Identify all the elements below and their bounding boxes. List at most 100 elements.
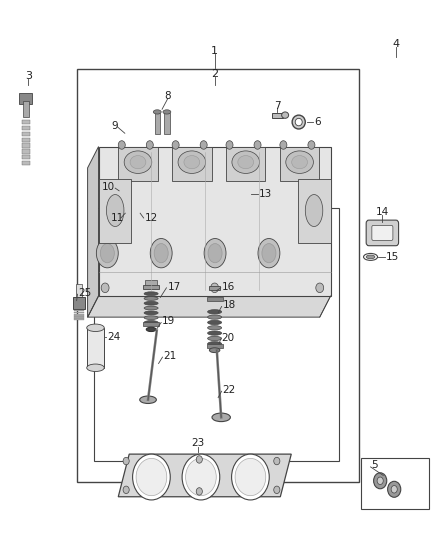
- Circle shape: [377, 477, 383, 484]
- Text: 5: 5: [371, 461, 378, 470]
- Text: 18: 18: [223, 301, 236, 310]
- FancyBboxPatch shape: [372, 225, 393, 240]
- Text: 24: 24: [107, 332, 120, 342]
- Circle shape: [133, 454, 170, 500]
- Ellipse shape: [282, 112, 289, 118]
- Circle shape: [146, 141, 153, 149]
- Ellipse shape: [238, 156, 254, 169]
- Bar: [74, 312, 84, 313]
- Ellipse shape: [96, 239, 118, 268]
- Circle shape: [200, 141, 207, 149]
- Bar: [94, 208, 339, 461]
- Ellipse shape: [292, 115, 305, 129]
- Circle shape: [186, 458, 216, 496]
- Circle shape: [101, 283, 109, 293]
- Text: 16: 16: [222, 282, 235, 292]
- Circle shape: [391, 486, 397, 493]
- Bar: [207, 344, 223, 348]
- Ellipse shape: [262, 244, 276, 263]
- Text: 17: 17: [167, 282, 180, 292]
- Text: 4: 4: [393, 39, 400, 49]
- Ellipse shape: [87, 324, 104, 332]
- Bar: [155, 113, 160, 134]
- Bar: [118, 147, 158, 181]
- Text: 23: 23: [191, 439, 205, 448]
- Bar: [164, 113, 170, 134]
- Text: 21: 21: [163, 351, 177, 361]
- Circle shape: [123, 457, 129, 465]
- FancyBboxPatch shape: [366, 220, 399, 246]
- Bar: [209, 286, 220, 290]
- Text: 12: 12: [145, 213, 158, 223]
- Ellipse shape: [119, 190, 132, 196]
- Circle shape: [274, 486, 280, 494]
- Circle shape: [316, 283, 324, 293]
- Circle shape: [196, 456, 202, 463]
- Ellipse shape: [208, 342, 222, 346]
- Bar: [145, 280, 157, 285]
- Bar: [226, 147, 265, 181]
- Text: 20: 20: [222, 333, 235, 343]
- Bar: [22, 126, 30, 130]
- Ellipse shape: [146, 327, 156, 332]
- Bar: [22, 138, 30, 142]
- Ellipse shape: [305, 195, 323, 227]
- Circle shape: [235, 458, 266, 496]
- Circle shape: [226, 141, 233, 149]
- Circle shape: [274, 457, 280, 465]
- Ellipse shape: [295, 118, 302, 126]
- Ellipse shape: [178, 151, 206, 173]
- Text: 19: 19: [162, 317, 175, 326]
- Polygon shape: [118, 454, 291, 497]
- Text: 2: 2: [211, 69, 218, 79]
- Ellipse shape: [144, 316, 158, 319]
- Circle shape: [232, 454, 269, 500]
- Bar: [23, 101, 29, 117]
- Text: 25: 25: [78, 288, 92, 297]
- Bar: [74, 310, 84, 311]
- Bar: [22, 155, 30, 159]
- Bar: [22, 132, 30, 136]
- Text: 7: 7: [274, 101, 281, 110]
- Bar: [125, 198, 130, 214]
- Ellipse shape: [204, 239, 226, 268]
- Text: 10: 10: [102, 182, 115, 192]
- Ellipse shape: [154, 244, 168, 263]
- Ellipse shape: [209, 348, 220, 353]
- Bar: [135, 198, 140, 214]
- Circle shape: [211, 283, 219, 293]
- Text: 3: 3: [25, 71, 32, 80]
- Text: 8: 8: [164, 91, 171, 101]
- Ellipse shape: [144, 302, 158, 305]
- Bar: [19, 93, 32, 104]
- Circle shape: [123, 486, 129, 494]
- Ellipse shape: [130, 156, 146, 169]
- Bar: [22, 161, 30, 165]
- Text: 6: 6: [314, 117, 321, 127]
- Bar: [76, 284, 82, 298]
- Ellipse shape: [87, 364, 104, 372]
- Bar: [143, 322, 159, 326]
- Bar: [280, 147, 319, 181]
- Ellipse shape: [208, 244, 222, 263]
- Circle shape: [388, 481, 401, 497]
- Ellipse shape: [100, 244, 114, 263]
- Ellipse shape: [208, 315, 222, 319]
- Bar: [143, 285, 159, 289]
- Ellipse shape: [208, 320, 222, 325]
- Bar: [172, 147, 212, 181]
- Ellipse shape: [286, 151, 314, 173]
- Ellipse shape: [208, 326, 222, 330]
- Bar: [74, 318, 84, 320]
- Circle shape: [254, 141, 261, 149]
- Ellipse shape: [144, 306, 158, 310]
- Text: 11: 11: [110, 213, 124, 223]
- Text: 14: 14: [376, 207, 389, 217]
- Circle shape: [196, 488, 202, 495]
- Ellipse shape: [292, 156, 307, 169]
- Text: 1: 1: [211, 46, 218, 56]
- Circle shape: [172, 141, 179, 149]
- Circle shape: [241, 188, 251, 200]
- Ellipse shape: [163, 110, 171, 114]
- Text: 22: 22: [223, 385, 236, 395]
